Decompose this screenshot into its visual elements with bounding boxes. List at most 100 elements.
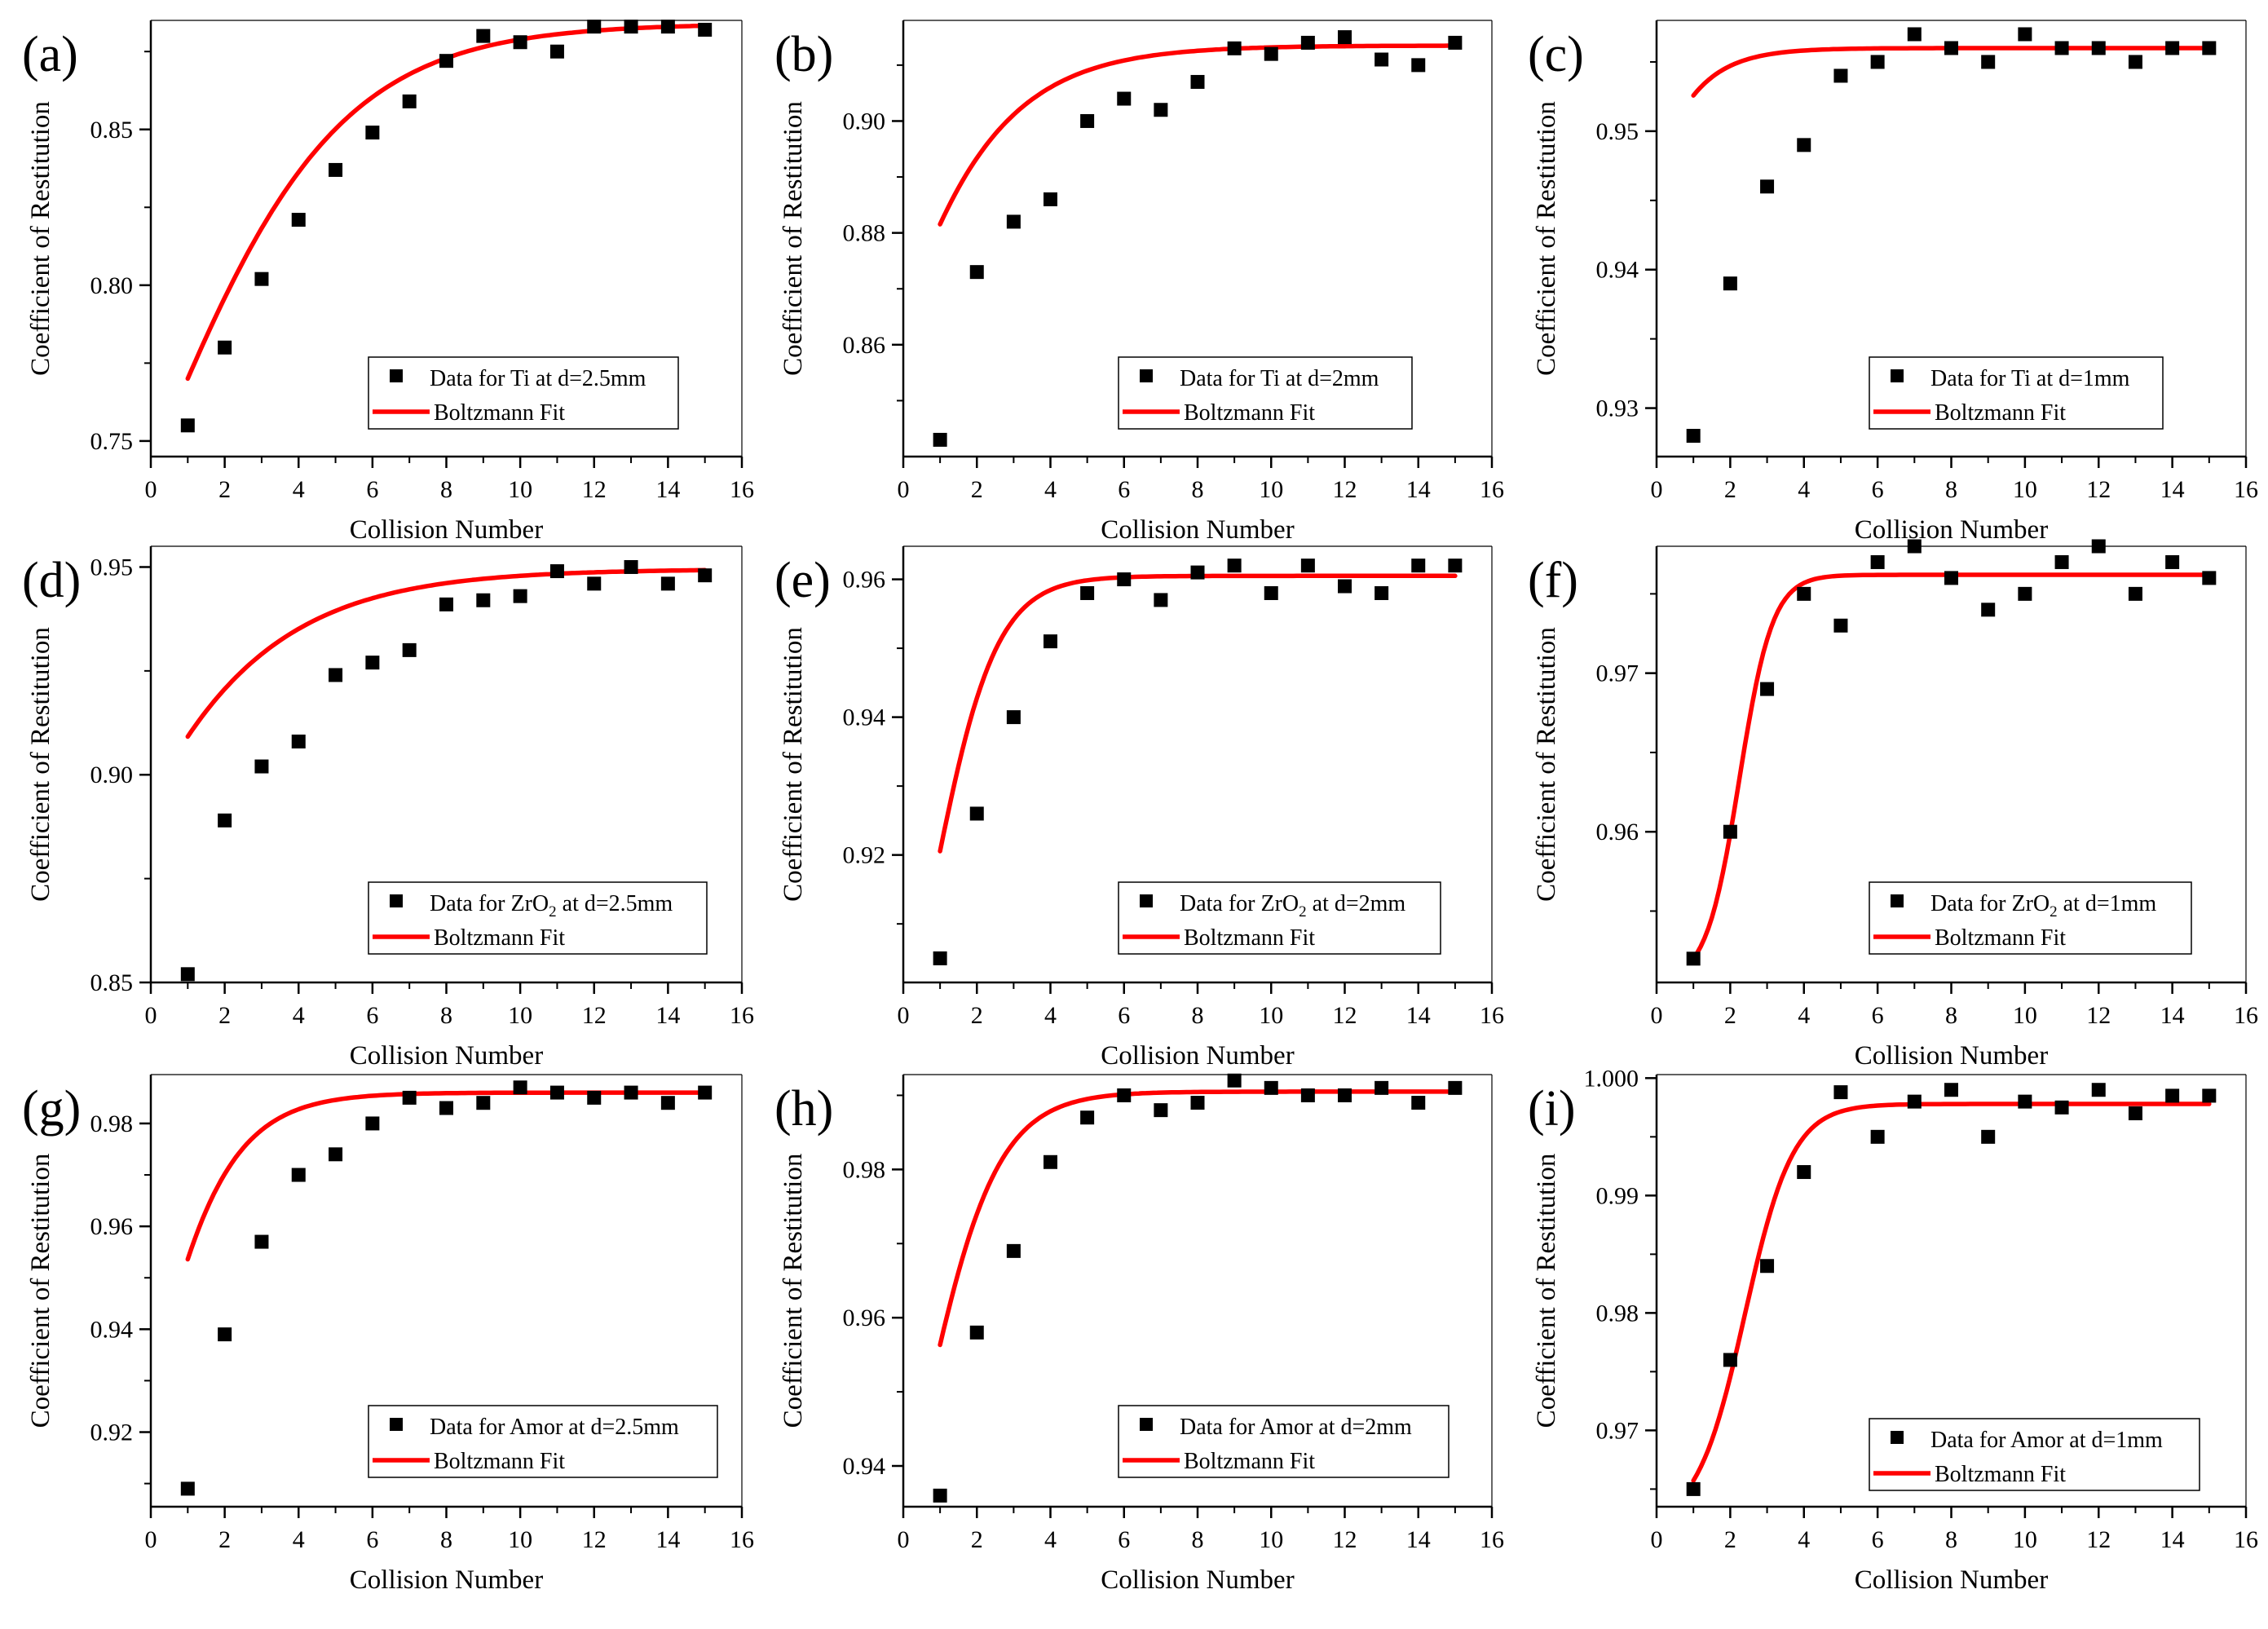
data-point (1044, 192, 1057, 206)
legend-data-label: Data for Ti at d=2.5mm (430, 366, 646, 391)
data-point (1944, 41, 1958, 55)
data-point (1686, 429, 1701, 444)
y-axis-title: Coefficient of Restitution (26, 101, 55, 376)
x-tick-label: 10 (1259, 1002, 1283, 1029)
x-axis-title: Collision Number (1101, 1041, 1294, 1071)
data-point (1264, 1080, 1278, 1095)
panel-label: (e) (774, 553, 831, 608)
data-point (439, 54, 453, 68)
data-point (933, 951, 947, 965)
x-tick-label: 6 (366, 476, 378, 503)
x-tick-label: 0 (145, 476, 157, 503)
data-point (1833, 618, 1848, 633)
data-point (254, 272, 269, 286)
legend-fit-label: Boltzmann Fit (1935, 925, 2066, 951)
x-tick-label: 10 (1259, 476, 1283, 503)
x-axis-title: Collision Number (1855, 1565, 2048, 1595)
data-point (2054, 41, 2069, 55)
data-point (2202, 571, 2217, 585)
x-tick-label: 4 (1798, 476, 1810, 503)
legend-fit-label: Boltzmann Fit (1935, 400, 2066, 426)
data-point (1374, 585, 1389, 600)
x-tick-label: 0 (1651, 1526, 1663, 1553)
data-point (291, 213, 306, 227)
y-axis-title: Coefficient of Restitution (779, 627, 808, 902)
data-point (439, 1101, 453, 1115)
data-point (2091, 1083, 2106, 1097)
data-point (1870, 554, 1885, 569)
x-tick-label: 16 (2234, 1526, 2258, 1553)
x-tick-label: 8 (1945, 1526, 1957, 1553)
data-point (1374, 52, 1389, 67)
x-tick-label: 16 (1480, 476, 1504, 503)
x-tick-label: 2 (1724, 476, 1736, 503)
data-point (254, 1234, 269, 1249)
x-tick-label: 12 (582, 476, 607, 503)
x-tick-label: 6 (366, 1526, 378, 1553)
y-axis-title: Coefficient of Restitution (1532, 101, 1561, 376)
y-axis-title: Coefficient of Restitution (26, 627, 55, 902)
data-point (1338, 30, 1352, 45)
data-point (1190, 74, 1205, 89)
x-tick-label: 14 (1406, 476, 1431, 503)
data-point (291, 734, 306, 748)
x-tick-label: 10 (508, 1002, 532, 1029)
x-tick-label: 10 (2013, 1002, 2037, 1029)
data-point (218, 813, 232, 828)
legend-marker (1140, 894, 1153, 907)
y-tick-label: 1.000 (1584, 1065, 1639, 1092)
data-point (180, 967, 195, 982)
legend-box (1118, 356, 1413, 430)
data-point (1080, 113, 1095, 128)
x-axis-title: Collision Number (1855, 515, 2048, 545)
data-point (513, 1080, 527, 1095)
data-point (1374, 1080, 1389, 1095)
data-point (549, 1085, 564, 1100)
data-point (1760, 682, 1775, 696)
x-axis-title: Collision Number (350, 515, 543, 545)
data-point (1190, 565, 1205, 580)
y-tick-label: 0.93 (1596, 395, 1639, 422)
legend-marker (1140, 1418, 1153, 1431)
data-point (513, 35, 527, 50)
data-point (1760, 179, 1775, 194)
data-point (180, 1481, 195, 1496)
data-point (698, 22, 713, 37)
panel-label: (i) (1528, 1081, 1576, 1137)
data-point (1833, 1085, 1848, 1100)
y-tick-label: 0.85 (90, 117, 134, 143)
data-point (1044, 1154, 1057, 1169)
data-point (2091, 539, 2106, 554)
data-point (2018, 27, 2032, 42)
data-point (476, 593, 491, 607)
x-tick-label: 6 (1872, 1002, 1884, 1029)
x-tick-label: 2 (218, 1526, 231, 1553)
data-point (624, 1085, 638, 1100)
data-point (439, 597, 453, 611)
legend-box (368, 881, 708, 955)
x-tick-label: 14 (655, 1002, 680, 1029)
y-tick-label: 0.86 (843, 332, 886, 359)
y-tick-label: 0.90 (843, 108, 886, 135)
data-point (1686, 951, 1701, 966)
x-axis-title: Collision Number (350, 1041, 543, 1071)
data-point (1448, 35, 1463, 50)
y-tick-label: 0.95 (90, 554, 134, 581)
fit-line (938, 1089, 1458, 1348)
data-point (1338, 1088, 1352, 1102)
data-point (1686, 1481, 1701, 1496)
y-axis-title: Coefficient of Restitution (779, 1154, 808, 1428)
x-tick-label: 8 (1192, 476, 1204, 503)
data-point (660, 576, 675, 591)
x-tick-label: 8 (440, 1526, 452, 1553)
x-tick-label: 4 (1044, 476, 1057, 503)
data-point (1797, 586, 1811, 601)
data-point (1154, 103, 1168, 117)
data-point (1723, 824, 1737, 839)
x-tick-label: 14 (655, 1526, 680, 1553)
legend-marker (1140, 369, 1153, 382)
data-point (1981, 603, 1996, 617)
y-tick-label: 0.90 (90, 762, 134, 788)
panel-f: (f) 0 2 4 6 8 10 12 14 16 0.96 0.97 Collision Number… (1528, 539, 2258, 1071)
x-tick-label: 4 (1798, 1002, 1810, 1029)
